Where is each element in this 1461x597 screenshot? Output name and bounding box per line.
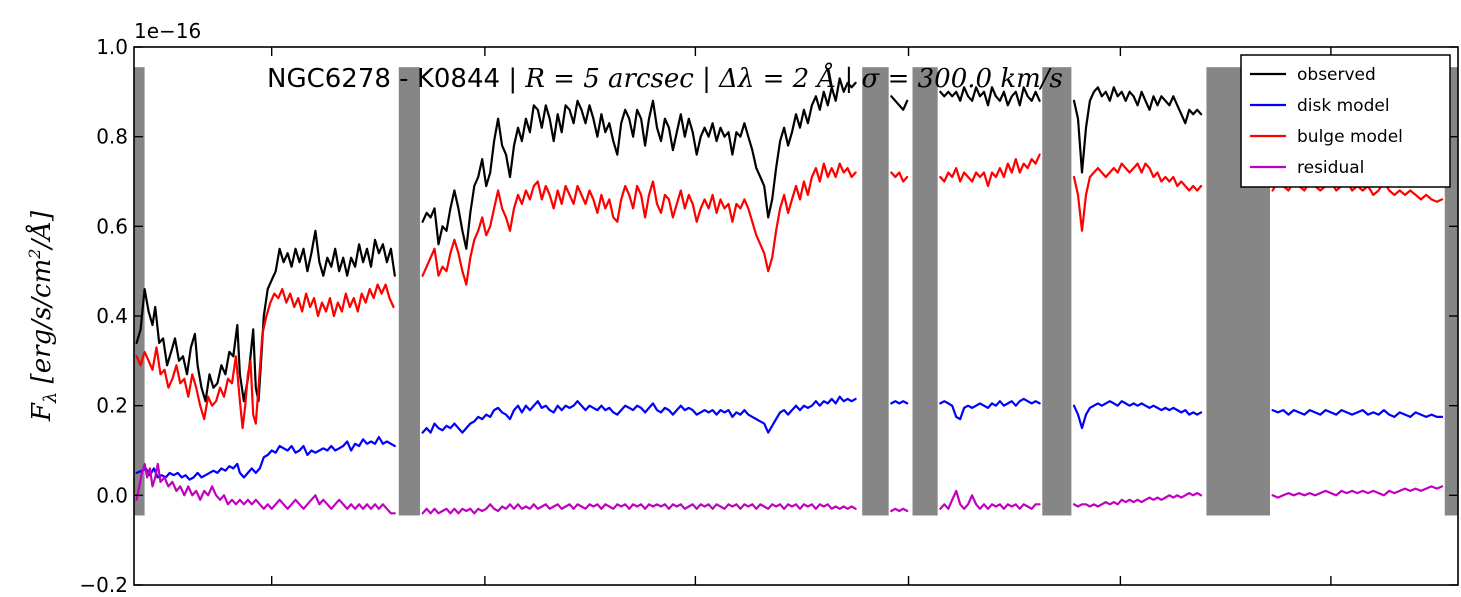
y-axis-label-unit-sup: 2 [25,249,44,260]
legend-label-residual: residual [1297,158,1364,178]
legend: observed disk model bulge model residual [1240,54,1451,188]
series-line-disk-model-segment-3 [890,400,909,405]
y-tick-label-6: 1.0 [96,35,128,59]
series-line-residual-segment-4 [939,489,1041,510]
y-tick-label-1: 0.0 [96,483,128,507]
masked-region-4 [912,67,938,516]
series-line-disk-model-segment-2 [421,395,857,434]
series-line-disk-model-segment-1 [135,435,396,481]
legend-label-disk-model: disk model [1297,96,1390,116]
series-line-observed-segment-5 [1072,86,1203,174]
series-line-disk-model-segment-5 [1072,400,1203,430]
legend-label-observed: observed [1297,65,1376,85]
y-tick-label-2: 0.2 [96,394,128,418]
series-line-bulge-model-segment-2 [421,162,857,286]
y-tick-label-3: 0.4 [96,304,128,328]
series-line-bulge-model-segment-3 [890,171,909,183]
series-line-residual-segment-1 [135,462,396,515]
series-observed [135,77,1203,403]
legend-label-bulge-model: bulge model [1297,127,1403,147]
series-line-bulge-model-segment-1 [135,283,395,430]
series-line-disk-model-segment-6 [1271,409,1444,418]
series-disk-model [135,395,1444,481]
series-line-bulge-model-segment-4 [939,153,1041,188]
y-axis-label-sub: λ [40,392,61,404]
series-line-residual-segment-6 [1271,485,1444,499]
y-axis-ticks: −0.2 0.0 0.2 0.4 0.6 0.8 1.0 [79,35,1458,597]
y-tick-label-4: 0.6 [96,214,128,238]
series-line-residual-segment-3 [890,507,909,513]
offset-label: 1e−16 [134,19,201,43]
y-tick-label-5: 0.8 [96,125,128,149]
series-line-observed-segment-4 [939,86,1041,107]
series-line-observed-segment-3 [890,95,909,111]
masked-region-1 [134,67,145,516]
legend-box [1240,54,1451,188]
chart-title-prefix: NGC6278 - K0844 | [267,64,525,94]
x-axis-ticks [270,47,1332,585]
series-residual [135,462,1444,515]
chart-title-math: R = 5 arcsec | Δλ = 2 Å | σ = 300.0 km/s [524,62,1062,94]
series-line-observed-segment-2 [421,77,857,250]
series-lines [135,77,1444,515]
y-tick-label-0: −0.2 [79,573,128,597]
series-line-residual-segment-5 [1072,492,1203,508]
series-line-residual-segment-2 [421,503,857,515]
y-axis-label: Fλ [erg/s/cm2/Å] [25,210,61,422]
y-axis-label-unit: [erg/s/cm [27,259,57,384]
chart-title: NGC6278 - K0844 | R = 5 arcsec | Δλ = 2 … [267,62,1063,94]
y-axis-label-unit-end: /Å] [25,210,57,252]
masked-region-5 [1042,67,1072,516]
masked-region-3 [862,67,889,516]
masked-region-2 [398,67,420,516]
series-line-bulge-model-segment-5 [1072,162,1203,232]
y-axis-label-symbol: F [27,402,57,422]
series-line-disk-model-segment-4 [939,397,1041,421]
